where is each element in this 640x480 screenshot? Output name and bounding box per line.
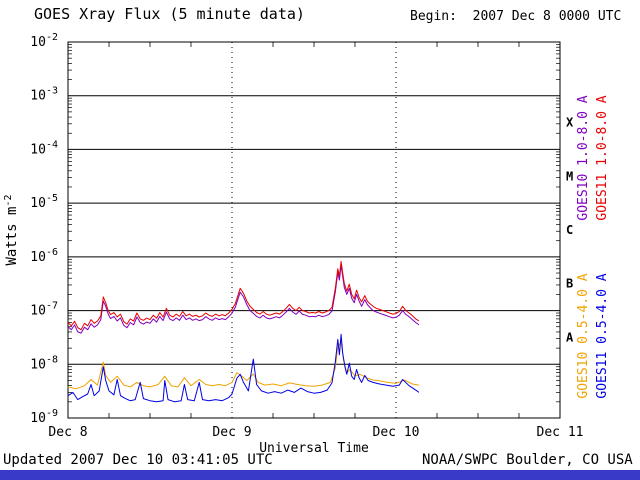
- series-line-goes10-long: [67, 264, 420, 334]
- y-tick-label: 10-9: [30, 408, 58, 426]
- x-tick-label: Dec 9: [212, 425, 251, 440]
- series-line-goes11-short: [67, 333, 420, 403]
- flare-class-label: X: [566, 116, 574, 130]
- series-line-goes10-short: [67, 341, 420, 390]
- series-label-goes10-long: GOES10 1.0-8.0 A: [576, 95, 591, 220]
- series-label-goes11-long: GOES11 1.0-8.0 A: [595, 95, 610, 220]
- flare-class-label: M: [566, 169, 573, 183]
- source-credit: NOAA/SWPC Boulder, CO USA: [422, 452, 633, 468]
- footer-bar: [0, 470, 640, 480]
- y-tick-label: 10-3: [30, 86, 58, 104]
- x-tick-label: Dec 8: [48, 425, 87, 440]
- y-tick-label: 10-2: [30, 32, 58, 50]
- y-tick-label: 10-4: [30, 139, 58, 157]
- plot-border: [67, 41, 561, 419]
- chart-title: GOES Xray Flux (5 minute data): [34, 5, 305, 23]
- series-label-goes11-short: GOES11 0.5-4.0 A: [595, 273, 610, 398]
- y-tick-label: 10-6: [30, 247, 58, 265]
- y-tick-label: 10-5: [30, 193, 58, 211]
- flare-class-label: B: [566, 277, 573, 291]
- x-tick-label: Dec 10: [373, 425, 420, 440]
- x-tick-label: Dec 11: [537, 425, 584, 440]
- series-label-goes10-short: GOES10 0.5-4.0 A: [576, 273, 591, 398]
- flare-class-label: A: [566, 330, 574, 344]
- flare-class-label: C: [566, 223, 573, 237]
- series-line-goes11-long: [67, 261, 420, 331]
- updated-timestamp: Updated 2007 Dec 10 03:41:05 UTC: [3, 452, 273, 468]
- y-tick-label: 10-8: [30, 354, 58, 372]
- x-axis-title: Universal Time: [259, 441, 369, 456]
- begin-timestamp: Begin: 2007 Dec 8 0000 UTC: [410, 9, 622, 24]
- y-tick-label: 10-7: [30, 301, 58, 319]
- y-axis-title: Watts m-2: [3, 194, 20, 265]
